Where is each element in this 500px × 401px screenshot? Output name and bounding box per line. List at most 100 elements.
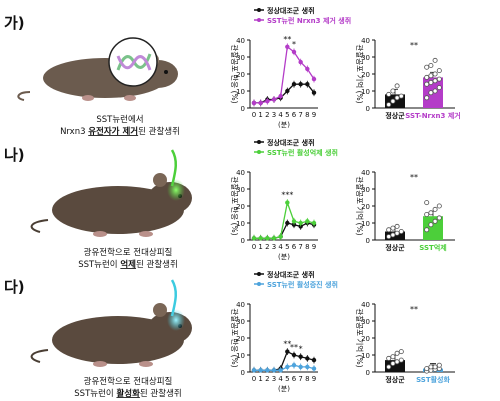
data-point xyxy=(258,236,263,241)
x-axis-label: (분) xyxy=(278,385,290,393)
x-tick-label: 7 xyxy=(298,243,302,251)
individual-point xyxy=(394,230,400,236)
legend-label: 정상대조군 생쥐 xyxy=(267,6,315,15)
individual-point xyxy=(428,222,434,228)
legend-marker xyxy=(257,282,261,286)
data-point xyxy=(271,97,277,102)
individual-point xyxy=(436,215,442,221)
individual-point xyxy=(386,91,392,97)
y-tick-label: 40 xyxy=(236,169,245,177)
y-tick-label: 40 xyxy=(361,301,370,309)
y-tick-label: 40 xyxy=(236,37,245,45)
y-tick-label: 10 xyxy=(361,220,370,228)
significance-mark: ** xyxy=(410,305,418,314)
legend-marker xyxy=(257,140,261,144)
x-tick-label: 5 xyxy=(285,243,289,251)
bar xyxy=(423,216,443,240)
y-axis-label: 관찰공포 기억 (%) xyxy=(355,308,365,367)
individual-point xyxy=(398,357,404,363)
y-axis-label: 관찰공포 반응 (%) xyxy=(230,44,240,103)
individual-point xyxy=(394,95,400,101)
mouse-illustration xyxy=(30,303,192,367)
series-line xyxy=(254,364,315,371)
category-label: SST-Nrxn3 제거 xyxy=(405,111,460,120)
data-point xyxy=(291,49,297,55)
individual-point xyxy=(432,218,438,224)
data-point xyxy=(305,82,310,87)
data-point xyxy=(251,368,257,373)
caption-line-2: Nrxn3 유전자가 제거된 관찰생쥐 xyxy=(60,126,180,137)
y-tick-label: 20 xyxy=(236,203,245,211)
data-point xyxy=(291,219,297,224)
individual-point xyxy=(390,98,396,104)
panel-letter: 가) xyxy=(4,14,25,32)
y-tick-label: 20 xyxy=(236,71,245,79)
significance-mark: ** xyxy=(410,173,418,182)
legend-marker xyxy=(257,18,261,22)
y-axis-label: 관찰공포 기억 (%) xyxy=(355,176,365,235)
y-tick-label: 10 xyxy=(236,88,245,96)
dna-callout xyxy=(108,37,158,87)
x-tick-label: 0 xyxy=(252,375,256,383)
x-tick-label: 9 xyxy=(312,243,316,251)
data-point xyxy=(291,363,297,368)
panel-letter: 나) xyxy=(4,146,25,164)
category-label: SST활성화 xyxy=(416,375,450,384)
y-tick-label: 30 xyxy=(361,186,370,194)
individual-point xyxy=(436,85,442,91)
caption-line-2: SST뉴런이 활성화된 관찰생쥐 xyxy=(74,388,181,399)
individual-point xyxy=(432,78,438,84)
individual-point xyxy=(432,206,438,212)
y-tick-label: 20 xyxy=(361,203,370,211)
y-tick-label: 40 xyxy=(361,37,370,45)
caption-line-1: SST뉴런에서 xyxy=(96,114,143,125)
significance-mark: ** xyxy=(283,340,291,349)
x-tick-label: 1 xyxy=(258,243,262,251)
individual-point xyxy=(394,359,400,365)
x-tick-label: 0 xyxy=(252,111,256,119)
data-point xyxy=(278,234,283,239)
individual-point xyxy=(386,364,392,370)
individual-point xyxy=(390,225,396,231)
series-line xyxy=(254,200,315,239)
individual-point xyxy=(428,90,434,96)
x-axis-label: (분) xyxy=(278,121,290,129)
bar xyxy=(385,360,405,372)
x-tick-label: 5 xyxy=(285,375,289,383)
x-tick-label: 5 xyxy=(285,111,289,119)
individual-point xyxy=(398,228,404,234)
data-point xyxy=(311,220,317,226)
x-tick-label: 3 xyxy=(272,111,276,119)
data-point xyxy=(265,236,270,241)
y-tick-label: 0 xyxy=(366,237,370,245)
x-tick-label: 2 xyxy=(265,111,269,119)
mouse-illustration xyxy=(30,173,192,237)
y-tick-label: 30 xyxy=(361,318,370,326)
individual-point xyxy=(428,364,434,370)
individual-point xyxy=(428,80,434,86)
data-point xyxy=(285,44,290,49)
y-tick-label: 20 xyxy=(361,335,370,343)
x-tick-label: 8 xyxy=(305,375,309,383)
individual-point xyxy=(390,232,396,238)
x-tick-label: 2 xyxy=(265,375,269,383)
individual-point xyxy=(436,362,442,368)
x-tick-label: 1 xyxy=(258,375,262,383)
caption-line-2: SST뉴런이 억제된 관찰생쥐 xyxy=(78,259,178,270)
legend-label: SST뉴런 활성억제 생쥐 xyxy=(267,148,338,157)
data-point xyxy=(305,66,310,72)
y-axis-label: 관찰공포 기억 (%) xyxy=(355,44,365,103)
data-point xyxy=(311,366,317,371)
data-point xyxy=(285,364,290,370)
data-point xyxy=(251,100,257,106)
individual-point xyxy=(394,83,400,89)
y-tick-label: 20 xyxy=(236,335,245,343)
individual-point xyxy=(386,102,392,108)
x-tick-label: 4 xyxy=(278,375,283,383)
individual-point xyxy=(386,227,392,233)
individual-point xyxy=(436,68,442,74)
legend-label: 정상대조군 생쥐 xyxy=(267,138,315,147)
x-tick-label: 0 xyxy=(252,243,256,251)
data-point xyxy=(251,236,257,241)
